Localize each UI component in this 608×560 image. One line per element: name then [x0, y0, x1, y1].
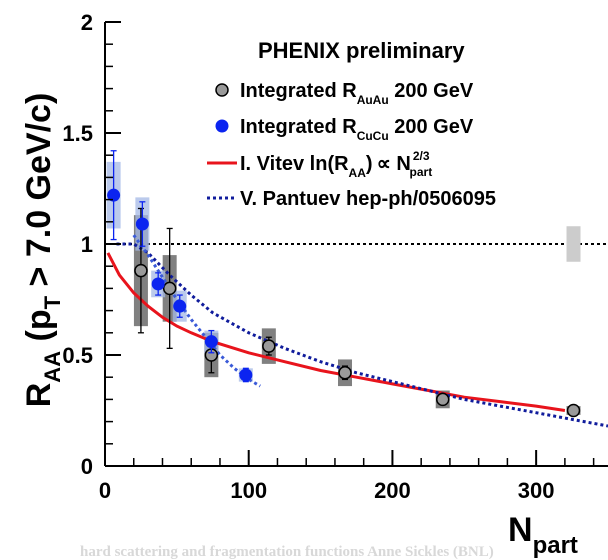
data-point [134, 263, 148, 278]
x-axis-title-main: N [508, 511, 533, 549]
legend-label-text: 200 GeV [389, 80, 474, 102]
data-point [107, 188, 121, 202]
y-axis-title-main: R [20, 383, 58, 408]
legend-label-sub: AA [349, 166, 367, 180]
x-tick-label: 0 [99, 478, 111, 503]
x-tick-label: 100 [230, 478, 267, 503]
y-axis-title-text2: > 7.0 GeV/c) [20, 93, 58, 296]
y-axis-title-text: (p [20, 309, 58, 351]
y-axis-title: RAA (pT > 7.0 GeV/c) [20, 93, 65, 408]
legend-marker [215, 83, 229, 97]
legend-label-text: V. Pantuev hep-ph/0506095 [240, 188, 496, 210]
legend-label-text: ) [366, 153, 373, 175]
data-point [435, 392, 450, 407]
x-axis-title-sub: part [533, 532, 578, 559]
legend-label-text: 200 GeV [389, 116, 474, 138]
data-point [204, 335, 218, 349]
y-tick-label: 1 [81, 232, 93, 257]
legend-label: V. Pantuev hep-ph/0506095 [240, 188, 496, 210]
legend: PHENIX preliminary Integrated RAuAu 200 G… [207, 38, 496, 210]
legend-label-text: I. Vitev ln(R [240, 153, 349, 175]
data-point [135, 217, 149, 231]
curve-line [116, 242, 608, 428]
y-axis-title-sub: AA [40, 351, 65, 383]
legend-label-text: Integrated R [240, 116, 357, 138]
legend-label-text: ∝ [377, 153, 391, 175]
x-axis-title: Npart [508, 511, 578, 559]
legend-label-sub: CuCu [357, 129, 389, 143]
data-point [151, 277, 165, 291]
data-point [173, 299, 187, 313]
chart-title: PHENIX preliminary [258, 38, 465, 63]
legend-label-text: Integrated R [240, 80, 357, 102]
legend-label-sub: part [410, 165, 433, 179]
data-point [239, 368, 253, 382]
x-tick-label: 300 [518, 478, 555, 503]
legend-label: Integrated RAuAu 200 GeV [240, 80, 474, 107]
curve-line [106, 252, 566, 412]
legend-label-text: N [391, 153, 411, 175]
data-point [262, 339, 276, 353]
data-point [162, 281, 177, 296]
y-axis-title-sub2: T [40, 295, 65, 309]
legend-label: I. Vitev ln(RAA) ∝ N 2/3 part [240, 149, 432, 180]
data-point [566, 403, 581, 418]
y-tick-label: 0.5 [62, 343, 93, 368]
x-tick-label: 200 [374, 478, 411, 503]
reference-syst-box [566, 226, 581, 262]
plot-area [105, 150, 608, 428]
y-tick-label: 2 [81, 10, 93, 35]
legend-label-sub: AuAu [357, 93, 389, 107]
y-tick-label: 0 [81, 454, 93, 479]
footer-text: hard scattering and fragmentation functi… [80, 544, 494, 560]
data-point [338, 366, 352, 380]
legend-label: Integrated RCuCu 200 GeV [240, 116, 474, 143]
y-tick-label: 1.5 [62, 121, 93, 146]
legend-label-sup: 2/3 [413, 149, 430, 163]
legend-marker [215, 119, 229, 133]
